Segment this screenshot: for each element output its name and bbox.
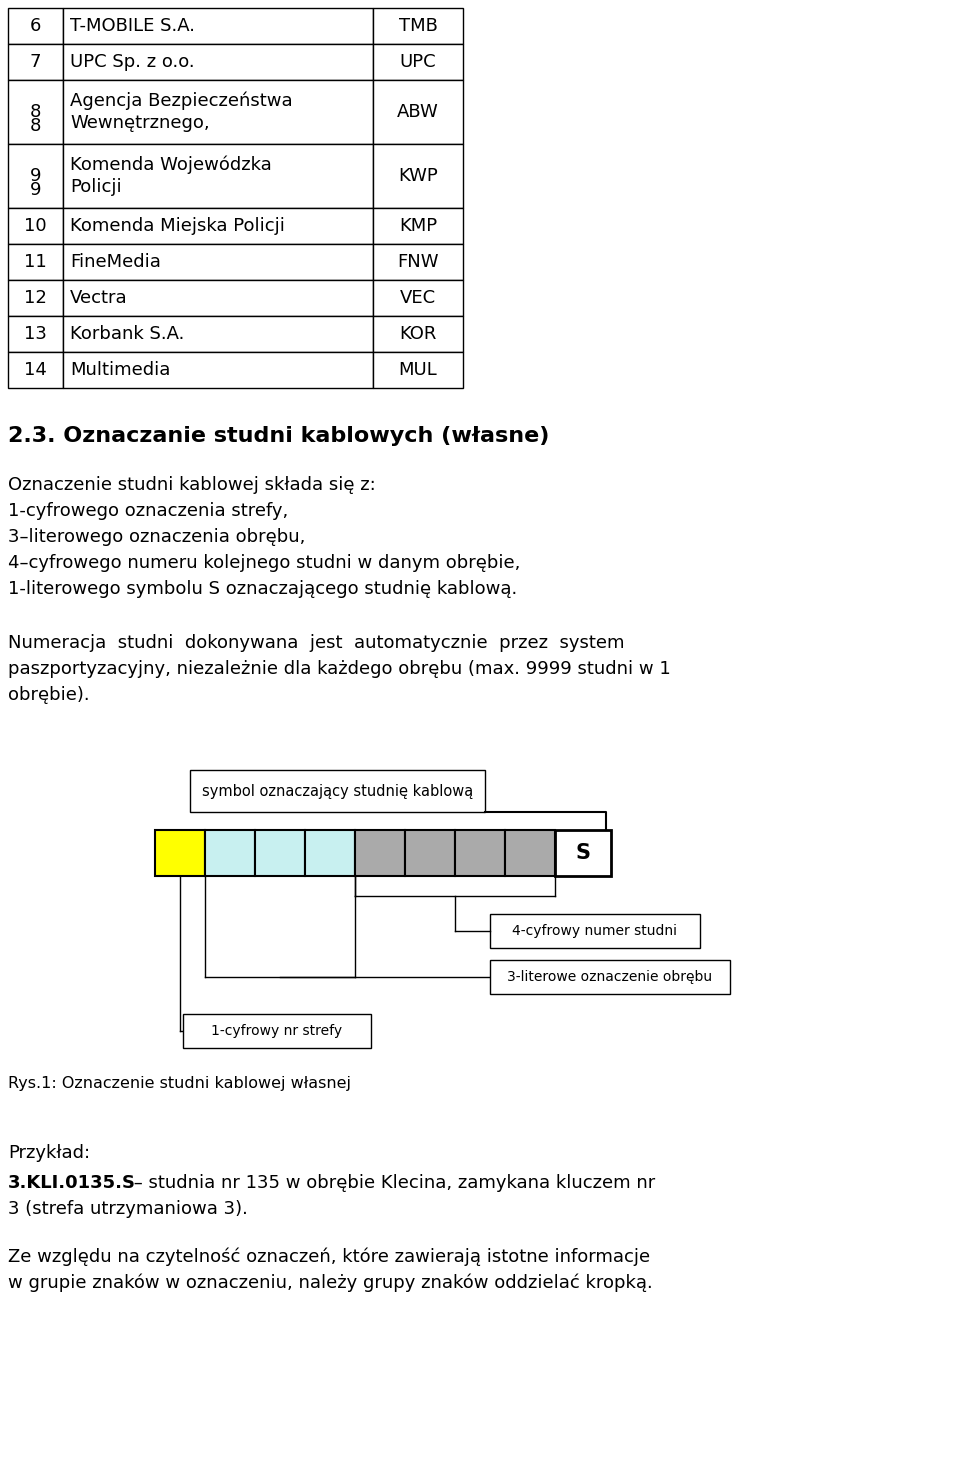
Text: 3-literowe oznaczenie obrębu: 3-literowe oznaczenie obrębu (508, 970, 712, 985)
Text: 1-cyfrowy nr strefy: 1-cyfrowy nr strefy (211, 1024, 343, 1038)
Bar (373, 144, 463, 208)
Bar (190, 769, 485, 812)
Text: 3.KLI.0135.S: 3.KLI.0135.S (8, 1173, 136, 1192)
Text: KMP: KMP (399, 217, 437, 234)
Text: 4–cyfrowego numeru kolejnego studni w danym obrębie,: 4–cyfrowego numeru kolejnego studni w da… (8, 554, 520, 572)
Bar (63, 352, 373, 388)
Text: 10: 10 (24, 217, 47, 234)
Bar (373, 208, 463, 245)
Bar (63, 245, 373, 280)
Text: 7: 7 (30, 53, 41, 71)
Bar (355, 830, 405, 876)
Bar (373, 315, 463, 352)
Text: symbol oznaczający studnię kablową: symbol oznaczający studnię kablową (202, 784, 473, 799)
Bar (63, 208, 373, 245)
Text: 9: 9 (30, 167, 41, 186)
Text: KWP: KWP (398, 167, 438, 186)
Text: Policji: Policji (70, 178, 122, 196)
Text: 1-literowego symbolu S oznaczającego studnię kablową.: 1-literowego symbolu S oznaczającego stu… (8, 579, 517, 598)
Bar (63, 80, 373, 144)
Bar (405, 830, 455, 876)
Bar (8, 245, 63, 280)
Bar (8, 352, 63, 388)
Text: S: S (575, 843, 590, 862)
Bar (373, 80, 463, 144)
Text: 3–literowego oznaczenia obrębu,: 3–literowego oznaczenia obrębu, (8, 528, 305, 545)
Bar (8, 315, 63, 352)
Text: KOR: KOR (399, 324, 437, 343)
Text: Ze względu na czytelność oznaczeń, które zawierają istotne informacje: Ze względu na czytelność oznaczeń, które… (8, 1248, 650, 1266)
Text: UPC Sp. z o.o.: UPC Sp. z o.o. (70, 53, 195, 71)
Text: Agencja Bezpieczeństwa: Agencja Bezpieczeństwa (70, 91, 293, 111)
Bar (8, 80, 63, 144)
Text: Korbank S.A.: Korbank S.A. (70, 324, 184, 343)
Bar (255, 830, 305, 876)
Text: 6: 6 (30, 18, 41, 35)
Bar (373, 44, 463, 80)
Bar (63, 315, 373, 352)
Text: 2.3. Oznaczanie studni kablowych (własne): 2.3. Oznaczanie studni kablowych (własne… (8, 426, 549, 447)
Bar (155, 830, 205, 876)
Bar (490, 914, 700, 948)
Text: 8: 8 (30, 103, 41, 121)
Bar (373, 7, 463, 44)
Bar (455, 830, 505, 876)
Text: Przykład:: Przykład: (8, 1144, 90, 1162)
Bar (305, 830, 355, 876)
Text: 1-cyfrowego oznaczenia strefy,: 1-cyfrowego oznaczenia strefy, (8, 503, 288, 520)
Text: T-MOBILE S.A.: T-MOBILE S.A. (70, 18, 195, 35)
Text: Numeracja  studni  dokonywana  jest  automatycznie  przez  system: Numeracja studni dokonywana jest automat… (8, 634, 625, 652)
Text: Vectra: Vectra (70, 289, 128, 307)
Text: Multimedia: Multimedia (70, 361, 170, 379)
Text: UPC: UPC (399, 53, 436, 71)
Text: TMB: TMB (398, 18, 438, 35)
Bar (8, 44, 63, 80)
Text: Komenda Miejska Policji: Komenda Miejska Policji (70, 217, 285, 234)
Text: – studnia nr 135 w obrębie Klecina, zamykana kluczem nr: – studnia nr 135 w obrębie Klecina, zamy… (128, 1173, 656, 1192)
Bar (555, 830, 611, 876)
Bar (373, 245, 463, 280)
Bar (183, 1014, 371, 1048)
Text: 11: 11 (24, 254, 47, 271)
Bar (63, 44, 373, 80)
Text: 9: 9 (30, 181, 41, 199)
Text: Rys.1: Oznaczenie studni kablowej własnej: Rys.1: Oznaczenie studni kablowej własne… (8, 1076, 351, 1091)
Text: 12: 12 (24, 289, 47, 307)
Text: 8: 8 (30, 116, 41, 136)
Text: 3 (strefa utrzymaniowa 3).: 3 (strefa utrzymaniowa 3). (8, 1200, 248, 1218)
Text: obrębie).: obrębie). (8, 685, 89, 705)
Text: FineMedia: FineMedia (70, 254, 161, 271)
Bar (63, 280, 373, 315)
Text: 4-cyfrowy numer studni: 4-cyfrowy numer studni (513, 924, 678, 937)
Bar (63, 7, 373, 44)
Text: ABW: ABW (397, 103, 439, 121)
Text: w grupie znaków w oznaczeniu, należy grupy znaków oddzielać kropką.: w grupie znaków w oznaczeniu, należy gru… (8, 1274, 653, 1293)
Bar (373, 280, 463, 315)
Text: Komenda Wojewódzka: Komenda Wojewódzka (70, 156, 272, 174)
Bar (63, 144, 373, 208)
Text: paszportyzacyjny, niezależnie dla każdego obrębu (max. 9999 studni w 1: paszportyzacyjny, niezależnie dla każdeg… (8, 660, 671, 678)
Bar (505, 830, 555, 876)
Text: 13: 13 (24, 324, 47, 343)
Bar (373, 352, 463, 388)
Bar (205, 830, 255, 876)
Bar (8, 144, 63, 208)
Bar (490, 960, 730, 993)
Bar (8, 280, 63, 315)
Text: FNW: FNW (397, 254, 439, 271)
Bar (8, 208, 63, 245)
Bar (8, 7, 63, 44)
Text: MUL: MUL (398, 361, 438, 379)
Text: VEC: VEC (400, 289, 436, 307)
Text: Wewnętrznego,: Wewnętrznego, (70, 113, 209, 133)
Text: Oznaczenie studni kablowej składa się z:: Oznaczenie studni kablowej składa się z: (8, 476, 375, 494)
Text: 14: 14 (24, 361, 47, 379)
